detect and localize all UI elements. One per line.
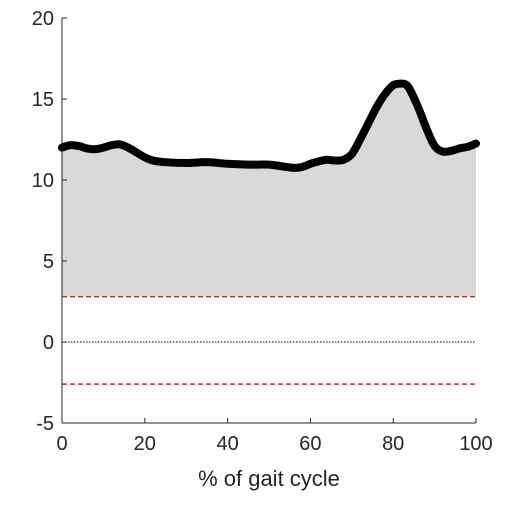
x-tick-label: 100 [459, 433, 492, 455]
x-tick-label: 80 [382, 433, 404, 455]
series-line [58, 79, 480, 172]
x-tick-label: 20 [134, 433, 156, 455]
x-axis-label: % of gait cycle [198, 466, 340, 491]
plot-area [58, 79, 480, 385]
y-ticks: -5 0 5 10 15 20 [32, 8, 67, 435]
x-tick-label: 40 [216, 433, 238, 455]
y-tick-label: -5 [36, 413, 54, 435]
x-tick-label: 0 [56, 433, 67, 455]
y-tick-label: 20 [32, 8, 54, 30]
reference-lines [62, 295, 476, 385]
y-tick-label: 10 [32, 170, 54, 192]
y-tick-label: 0 [43, 332, 54, 354]
shaded-area [62, 83, 476, 297]
x-ticks: 0 20 40 60 80 100 [56, 418, 493, 455]
y-tick-label: 15 [32, 89, 54, 111]
x-tick-label: 60 [299, 433, 321, 455]
y-tick-label: 5 [43, 251, 54, 273]
